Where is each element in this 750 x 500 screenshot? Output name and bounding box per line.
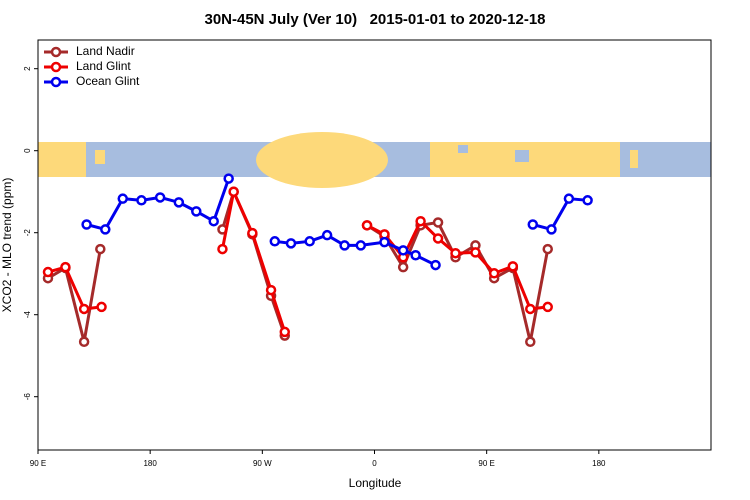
y-axis-label: XCO2 - MLO trend (ppm) [0, 178, 14, 313]
x-axis-label: Longitude [349, 476, 402, 490]
point [527, 219, 539, 230]
y-tick-label: 2 [23, 66, 32, 71]
legend-marker [50, 76, 62, 88]
series-line [86, 178, 231, 232]
point [542, 301, 553, 313]
point [95, 243, 106, 255]
point [563, 193, 575, 204]
point [208, 215, 219, 227]
point [415, 215, 426, 227]
y-tick-label: -4 [23, 311, 32, 319]
point [42, 266, 54, 278]
point [361, 220, 373, 231]
point [582, 195, 593, 206]
point [432, 217, 444, 228]
point [269, 236, 281, 247]
point [430, 259, 441, 271]
point [247, 227, 258, 239]
point [117, 193, 128, 204]
point [217, 243, 228, 255]
point [450, 247, 461, 259]
x-tick-label: 90 E [478, 459, 494, 468]
legend-marker [50, 46, 62, 58]
point [525, 336, 536, 348]
point [321, 229, 333, 241]
point [285, 238, 297, 249]
point [546, 224, 557, 235]
point [525, 303, 536, 315]
point [191, 206, 202, 217]
point [379, 236, 390, 248]
legend-marker [50, 61, 62, 73]
y-tick-label: 0 [23, 148, 32, 153]
point [60, 261, 71, 273]
point [154, 192, 166, 203]
point [265, 284, 277, 296]
point [542, 243, 553, 255]
point [81, 219, 92, 230]
point [96, 301, 107, 313]
series-line [47, 265, 102, 311]
series-line [274, 233, 437, 267]
point [339, 240, 350, 251]
series-line [221, 187, 287, 337]
series-line [532, 197, 588, 232]
point [78, 303, 90, 315]
point [397, 245, 409, 256]
point [136, 195, 147, 206]
chart-title: 30N-45N July (Ver 10) 2015-01-01 to 2020… [204, 11, 545, 28]
x-tick-label: 180 [143, 459, 157, 468]
legend-label: Land Nadir [76, 44, 135, 58]
x-tick-label: 180 [592, 459, 606, 468]
map-band [38, 132, 711, 188]
y-tick-label: -2 [23, 229, 32, 237]
point [304, 236, 315, 247]
y-tick-label: -6 [23, 393, 32, 401]
point [432, 233, 444, 244]
point [228, 186, 239, 197]
point [397, 261, 409, 273]
point [78, 336, 90, 348]
legend-label: Ocean Glint [76, 74, 140, 88]
point [223, 173, 234, 184]
series-line [47, 248, 102, 343]
x-tick-label: 0 [372, 459, 377, 468]
point [173, 197, 185, 208]
legend-label: Land Glint [76, 59, 131, 73]
x-tick-label: 90 E [30, 459, 46, 468]
point [507, 261, 519, 272]
point [470, 247, 481, 258]
x-tick-label: 90 W [253, 459, 272, 468]
point [279, 326, 291, 338]
point [355, 240, 367, 251]
point [410, 250, 421, 261]
point [488, 268, 500, 279]
point [100, 224, 111, 235]
